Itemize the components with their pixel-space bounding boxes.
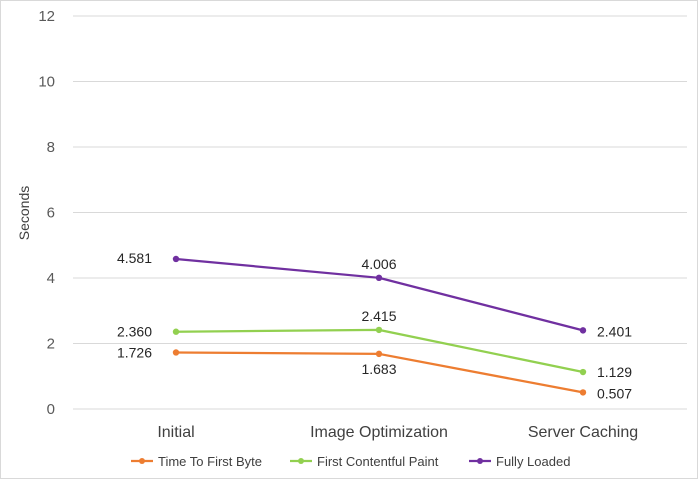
data-point	[172, 349, 180, 356]
y-axis-ticks: 0 2 4 6 8 10 12	[38, 8, 55, 418]
y-tick-label: 2	[47, 336, 55, 353]
x-axis-categories: Initial Image Optimization Server Caching	[157, 424, 638, 441]
y-tick-label: 12	[38, 8, 55, 25]
data-label: 1.683	[361, 361, 396, 377]
legend-entry: Time To First Byte	[158, 454, 262, 469]
data-label: 4.006	[361, 256, 396, 272]
data-point	[375, 326, 383, 334]
x-category-label: Server Caching	[528, 424, 638, 441]
legend-entry: First Contentful Paint	[317, 454, 439, 469]
data-label: 1.726	[117, 344, 152, 360]
legend: Time To First Byte First Contentful Paint…	[131, 454, 570, 469]
data-label: 0.507	[597, 385, 632, 401]
x-category-label: Image Optimization	[310, 424, 448, 441]
data-point	[172, 255, 180, 263]
data-point	[172, 328, 180, 335]
data-point	[375, 350, 383, 358]
y-axis-label: Seconds	[16, 186, 32, 240]
data-point	[579, 389, 587, 396]
y-tick-label: 4	[47, 270, 55, 287]
data-point	[375, 274, 383, 282]
gridlines	[73, 15, 687, 410]
legend-marker	[477, 458, 483, 464]
data-label: 1.129	[597, 364, 632, 380]
y-tick-label: 8	[47, 139, 55, 156]
y-tick-label: 0	[47, 401, 55, 418]
y-tick-label: 10	[38, 74, 55, 91]
data-label: 4.581	[117, 250, 152, 266]
y-tick-label: 6	[47, 205, 55, 222]
legend-marker	[298, 458, 304, 464]
data-labels: 1.726 1.683 0.507 2.360 2.415 1.129 4.581 4.006…	[117, 250, 632, 401]
x-category-label: Initial	[157, 424, 194, 441]
data-label: 2.401	[597, 323, 632, 339]
data-point	[579, 368, 587, 376]
legend-entry: Fully Loaded	[496, 454, 570, 469]
data-label: 2.415	[361, 308, 396, 324]
data-point	[579, 327, 587, 334]
legend-marker	[139, 458, 145, 464]
data-label: 2.360	[117, 324, 152, 340]
series-lines	[172, 255, 587, 396]
